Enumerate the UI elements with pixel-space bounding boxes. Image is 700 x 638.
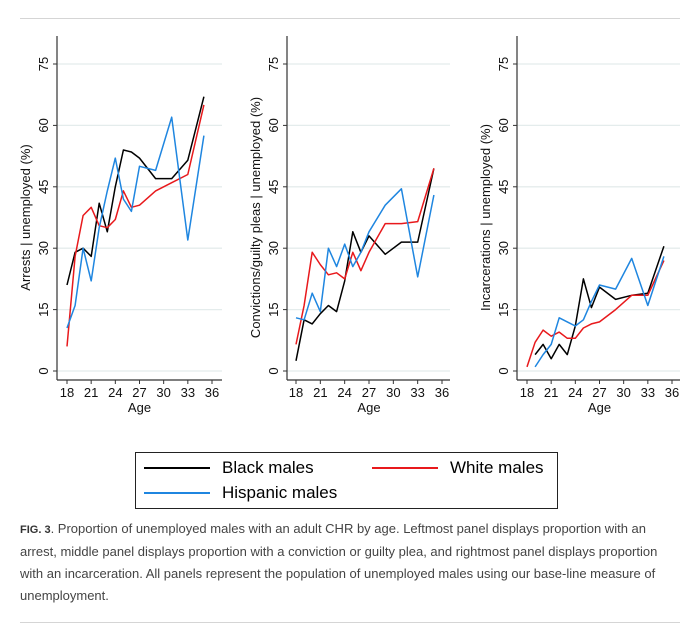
x-tick-label: 21 (544, 385, 558, 400)
legend-label-black: Black males (222, 458, 314, 477)
y-tick-label: 75 (496, 57, 511, 71)
chart-panels: 0 15 30 45 60 75 18 21 24 27 30 33 36 Age Arrests | un… (18, 36, 680, 415)
y-tick-label: 60 (266, 118, 281, 132)
legend-item-white: White males (372, 458, 544, 478)
y-tick-label: 15 (36, 302, 51, 316)
series-line-black-males (295, 168, 435, 361)
x-axis-title: Age (128, 400, 151, 415)
y-tick-label: 45 (496, 180, 511, 194)
legend-item-hispanic: Hispanic males (144, 483, 337, 503)
x-tick-label: 18 (520, 385, 534, 400)
legend-item-black: Black males (144, 458, 314, 478)
x-tick-label: 36 (435, 385, 449, 400)
x-tick-label: 18 (60, 385, 74, 400)
y-tick-label: 30 (36, 241, 51, 255)
figure-caption: FIG. 3. Proportion of unemployed males w… (20, 518, 680, 607)
series-line-black-males (66, 96, 205, 286)
y-tick-label: 30 (266, 241, 281, 255)
top-divider (20, 18, 680, 19)
x-tick-label: 18 (289, 385, 303, 400)
x-tick-label: 27 (362, 385, 376, 400)
x-tick-label: 36 (205, 385, 219, 400)
x-tick-label: 33 (181, 385, 195, 400)
x-tick-label: 30 (156, 385, 170, 400)
x-axis-title: Age (357, 400, 380, 415)
x-tick-label: 24 (108, 385, 122, 400)
y-tick-label: 0 (36, 367, 51, 374)
chart-panel-3: 0 15 30 45 60 75 18 21 24 27 30 33 36 Age Incarceratio… (478, 36, 680, 415)
x-tick-label: 30 (386, 385, 400, 400)
legend-swatch-hispanic (144, 492, 210, 494)
series-line-white-males (526, 260, 665, 368)
figure-label: FIG. 3 (20, 524, 51, 536)
y-tick-label: 45 (266, 180, 281, 194)
x-tick-label: 36 (665, 385, 679, 400)
y-tick-label: 30 (496, 241, 511, 255)
x-axis-title: Age (588, 400, 611, 415)
y-tick-label: 0 (266, 367, 281, 374)
y-tick-label: 60 (496, 118, 511, 132)
y-tick-label: 60 (36, 118, 51, 132)
series-line-hispanic-males (295, 188, 435, 321)
x-tick-label: 21 (84, 385, 98, 400)
legend-swatch-white (372, 467, 438, 469)
x-tick-label: 33 (641, 385, 655, 400)
bottom-divider (20, 622, 680, 623)
series-line-white-males (66, 104, 205, 347)
series-line-black-males (534, 245, 665, 360)
y-tick-label: 45 (36, 180, 51, 194)
legend-label-white: White males (450, 458, 544, 477)
x-tick-label: 33 (410, 385, 424, 400)
x-tick-label: 21 (313, 385, 327, 400)
y-tick-label: 75 (36, 57, 51, 71)
y-axis-title: Convictions/guilty pleas | unemployed (%… (248, 97, 263, 338)
x-tick-label: 27 (132, 385, 146, 400)
legend-label-hispanic: Hispanic males (222, 483, 338, 502)
y-tick-label: 75 (266, 57, 281, 71)
y-tick-label: 15 (496, 302, 511, 316)
y-axis-title: Incarcerations | unemployed (%) (478, 124, 493, 311)
legend-swatch-black (144, 467, 210, 469)
series-line-white-males (295, 168, 435, 345)
chart-panel-2: 0 15 30 45 60 75 18 21 24 27 30 33 36 Age Convictions/… (248, 36, 450, 415)
x-tick-label: 27 (592, 385, 606, 400)
series-line-hispanic-males (534, 256, 665, 368)
chart-panel-1: 0 15 30 45 60 75 18 21 24 27 30 33 36 Age Arrests | un… (18, 36, 222, 415)
x-tick-label: 24 (568, 385, 582, 400)
y-axis-title: Arrests | unemployed (%) (18, 144, 33, 290)
y-tick-label: 0 (496, 367, 511, 374)
x-tick-label: 30 (616, 385, 630, 400)
y-tick-label: 15 (266, 302, 281, 316)
x-tick-label: 24 (337, 385, 351, 400)
caption-text: . Proportion of unemployed males with an… (20, 521, 658, 603)
series-line-hispanic-males (66, 116, 205, 329)
chart-legend: Black males White males Hispanic males (135, 452, 558, 509)
